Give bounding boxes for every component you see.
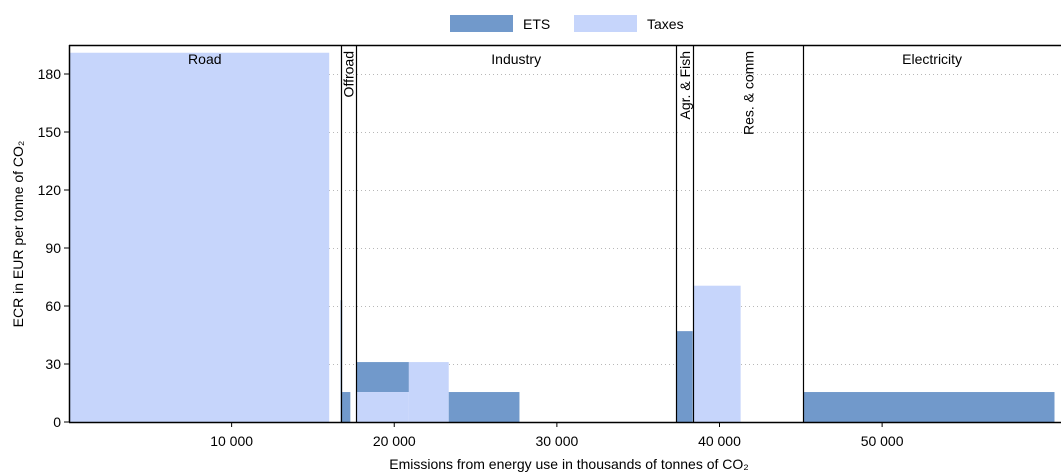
axes: 0 30 60 90 120 150 180 10 000 20 000 30 000 40 000… <box>38 44 1061 449</box>
bar-taxes <box>693 285 741 422</box>
sector-label-road: Road <box>188 51 221 67</box>
bar-taxes <box>356 392 409 422</box>
x-tick-label: 50 000 <box>861 433 904 449</box>
y-tick-label: 90 <box>45 240 61 256</box>
x-tick-label: 20 000 <box>373 433 416 449</box>
bars <box>69 52 1055 422</box>
x-axis-label: Emissions from energy use in thousands o… <box>389 456 749 472</box>
legend-label-ets: ETS <box>523 16 550 32</box>
y-tick-label: 0 <box>53 414 61 430</box>
x-tick-label: 10 000 <box>210 433 253 449</box>
y-tick-label: 60 <box>45 298 61 314</box>
bar-ets <box>341 392 351 422</box>
sector-label-industry: Industry <box>491 51 541 67</box>
sector-label-res-comm: Res. & comm <box>740 51 756 135</box>
legend-label-taxes: Taxes <box>647 16 684 32</box>
y-axis-label: ECR in EUR per tonne of CO₂ <box>10 141 26 328</box>
x-tick-label: 40 000 <box>698 433 741 449</box>
bar-ets <box>676 331 693 422</box>
legend-swatch-ets <box>450 15 513 32</box>
sector-label-agr-fish: Agr. & Fish <box>677 51 693 119</box>
legend: ETS Taxes <box>450 15 684 32</box>
y-tick-label: 150 <box>38 124 62 140</box>
bar-ets <box>448 392 520 422</box>
y-tick-label: 120 <box>38 182 62 198</box>
bar-taxes <box>408 362 449 422</box>
x-tick-label: 30 000 <box>535 433 578 449</box>
y-tick-label: 30 <box>45 356 61 372</box>
bar-ets <box>356 362 409 393</box>
bar-ets <box>803 392 1055 422</box>
y-gridlines <box>69 74 1061 365</box>
bar-taxes <box>69 52 330 422</box>
sector-label-offroad: Offroad <box>340 51 356 97</box>
sector-label-electricity: Electricity <box>902 51 962 67</box>
sector-dividers: Road Offroad Industry Agr. & Fish Res. & com… <box>188 45 962 422</box>
y-tick-label: 180 <box>38 66 62 82</box>
legend-swatch-taxes <box>574 15 637 32</box>
